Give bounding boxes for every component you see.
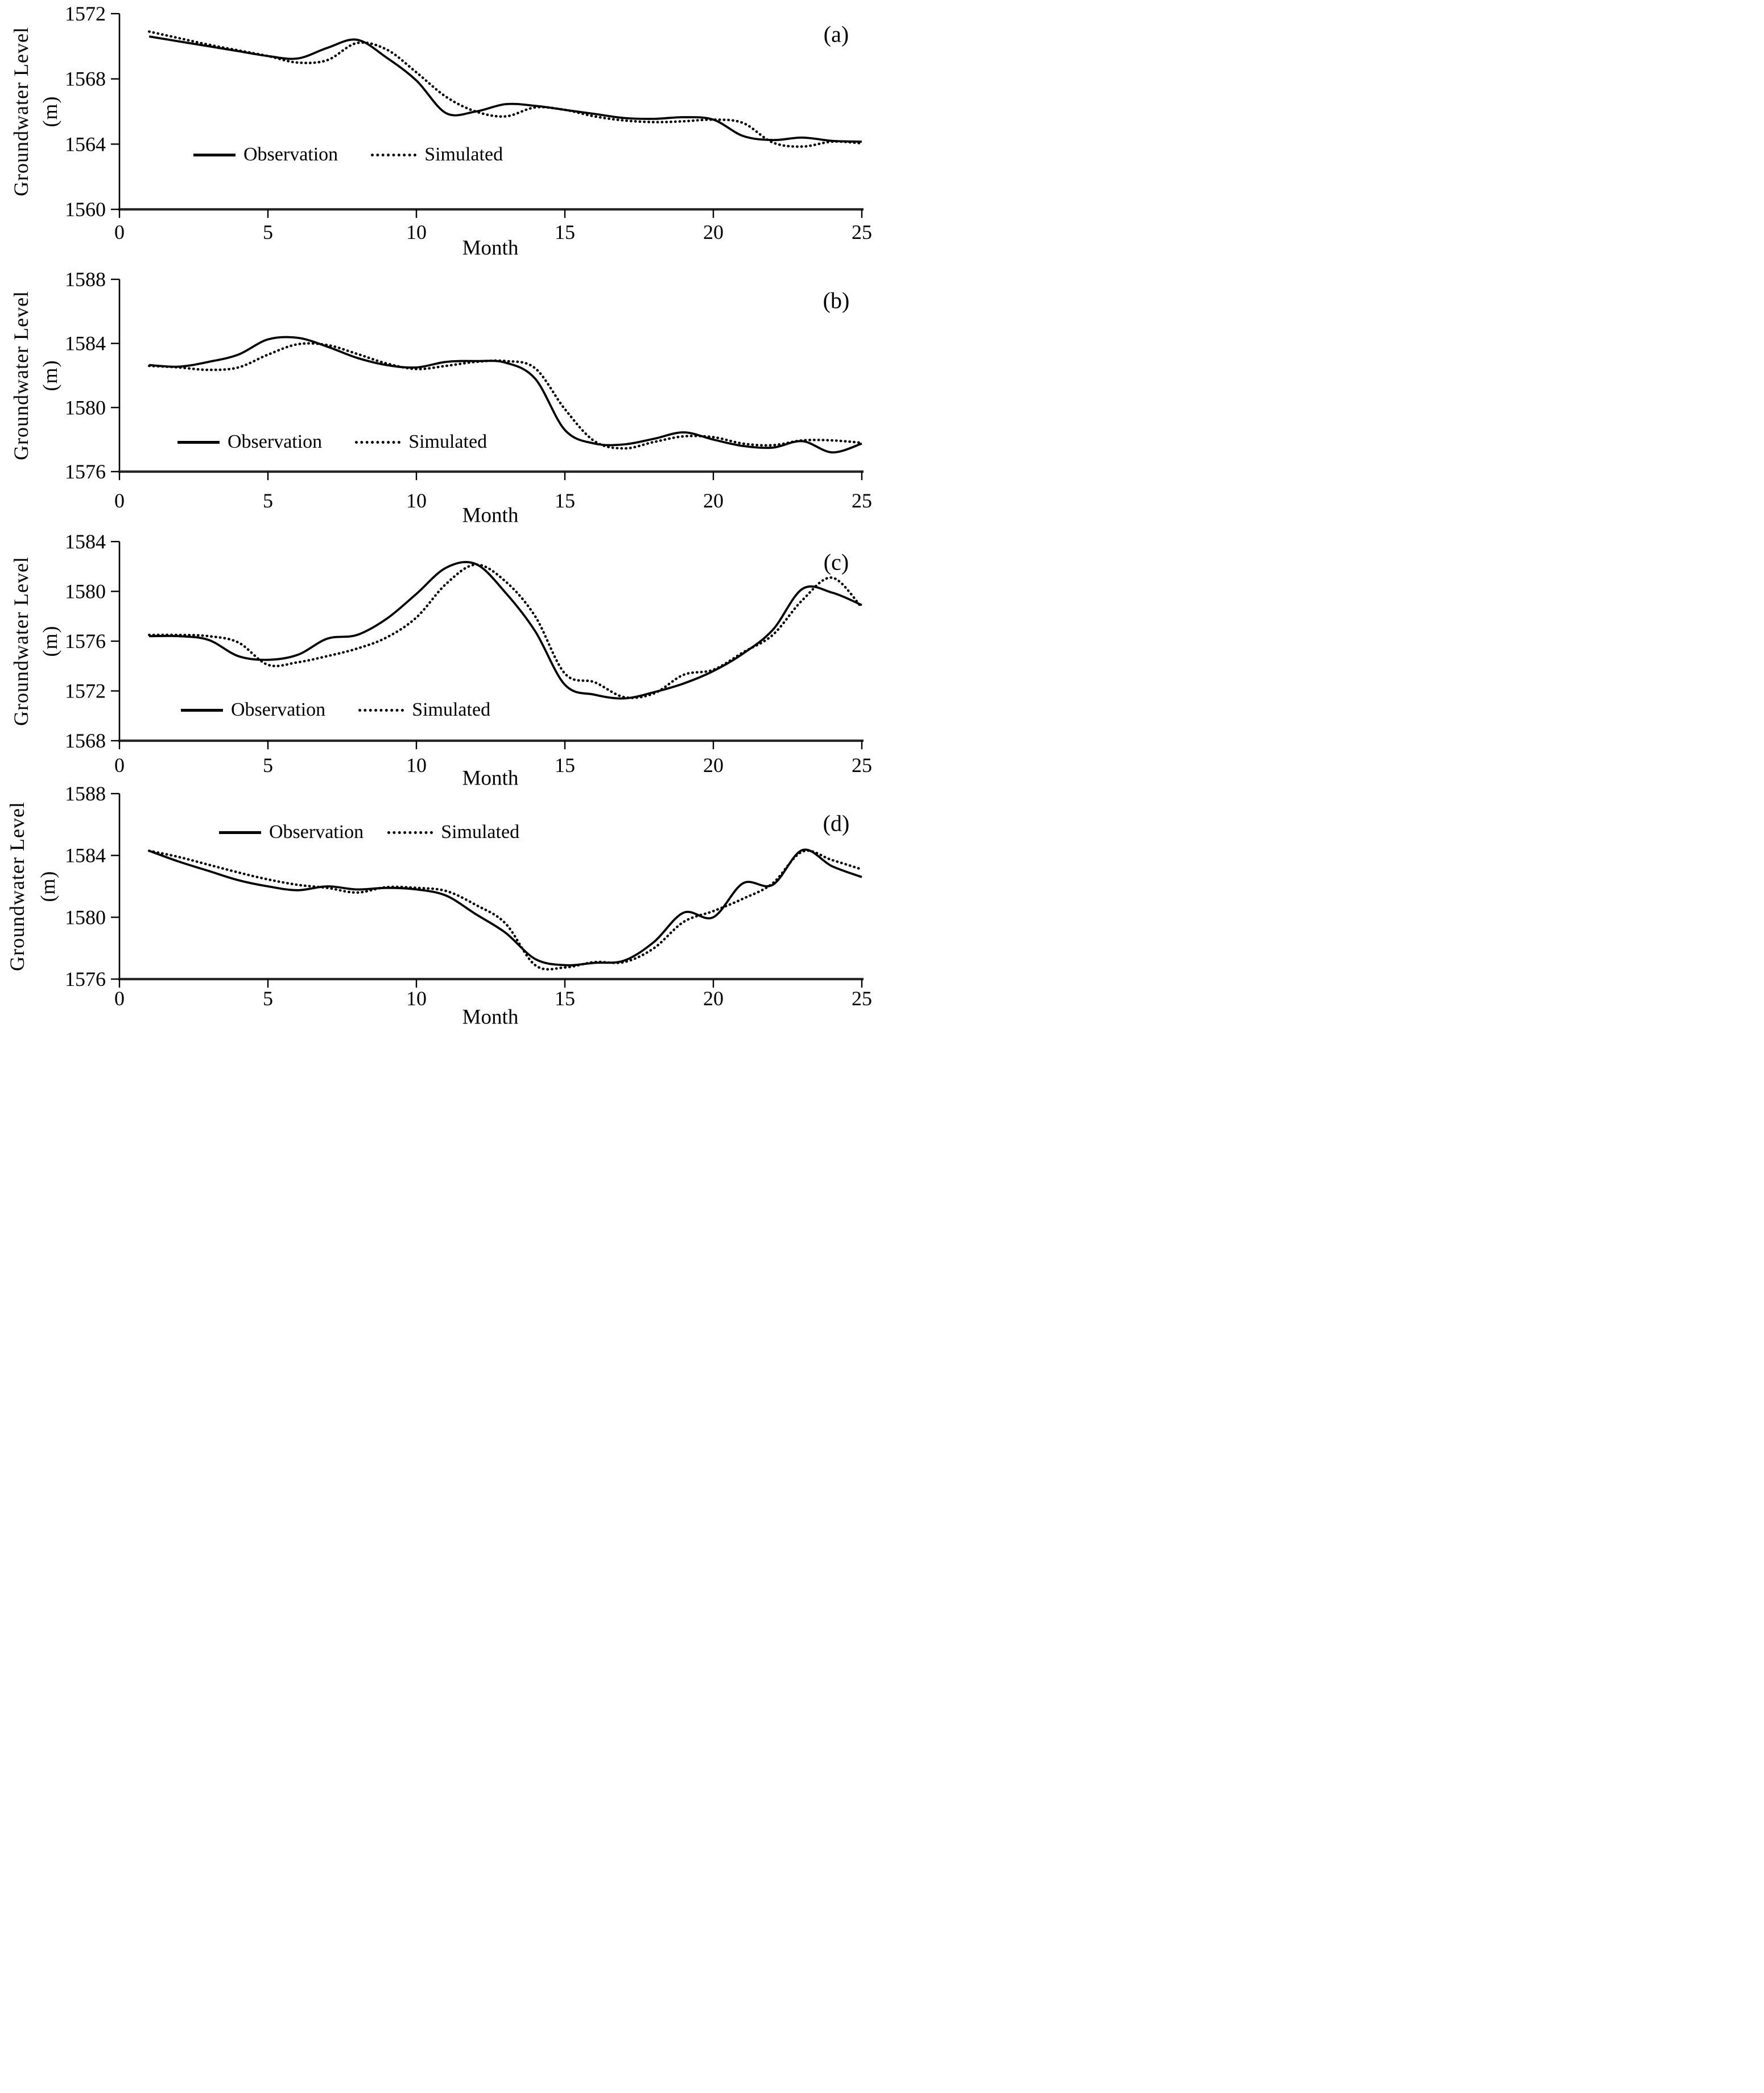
y-axis-unit-b: (m): [39, 360, 61, 391]
x-tick-label: 10: [406, 221, 427, 243]
y-tick-label: 1576: [65, 630, 106, 653]
legend-observation-label: Observation: [243, 144, 338, 165]
legend-observation-label: Observation: [269, 821, 364, 843]
x-tick-label: 5: [263, 754, 273, 777]
x-axis-title-b: Month: [462, 503, 519, 527]
x-tick-label: 15: [555, 754, 575, 777]
y-axis-title-b: Groundwater Level: [10, 291, 32, 460]
panel-letter-d: (d): [823, 810, 850, 836]
x-tick-label: 0: [114, 221, 125, 243]
y-tick-label: 1564: [65, 133, 106, 155]
y-tick-label: 1576: [65, 968, 106, 990]
y-tick-label: 1572: [65, 2, 106, 25]
x-tick-label: 25: [852, 489, 872, 512]
simulated-line-swatch: [355, 440, 401, 444]
x-tick-label: 15: [555, 489, 575, 512]
y-tick-label: 1584: [65, 332, 106, 355]
chart-panel-a: 1560 1564 1568 1572 0 5 10 15 20 25: [65, 2, 872, 243]
x-tick-label: 15: [555, 987, 575, 1010]
panel-letter-b: (b): [823, 287, 850, 313]
legend-observation-label: Observation: [231, 699, 326, 720]
y-tick-label: 1588: [65, 268, 106, 291]
observation-line-swatch: [177, 440, 220, 444]
simulated-curve: [148, 342, 864, 450]
x-tick-label: 25: [852, 987, 872, 1010]
y-tick-label: 1580: [65, 906, 106, 928]
simulated-curve: [148, 563, 864, 699]
observation-curve: [149, 561, 862, 700]
x-tick-label: 25: [852, 221, 872, 243]
observation-line-swatch: [219, 831, 261, 834]
x-tick-label: 20: [703, 987, 724, 1010]
y-tick-label: 1572: [65, 680, 106, 703]
y-tick-label: 1560: [65, 198, 106, 221]
x-tick-label: 0: [114, 754, 125, 777]
chart-panel-b: 1576 1580 1584 1588 0 5 10 15 20 25: [65, 268, 872, 512]
observation-curve: [148, 848, 862, 967]
x-tick-label: 5: [263, 221, 273, 243]
y-tick-label: 1580: [65, 580, 106, 603]
legend-b: Observation Simulated: [177, 431, 487, 453]
chart-panel-c: 1568 1572 1576 1580 1584 0 5 10 15 20 25: [65, 530, 872, 777]
panel-letter-a: (a): [823, 21, 849, 47]
simulated-curve: [148, 849, 864, 971]
simulated-curve: [148, 30, 864, 148]
x-axis-title-a: Month: [462, 236, 519, 260]
y-tick-label: 1588: [65, 782, 106, 805]
y-axis-unit-c: (m): [39, 625, 61, 657]
y-axis-unit-a: (m): [39, 96, 61, 127]
simulated-line-swatch: [387, 831, 433, 834]
x-tick-label: 25: [852, 754, 872, 777]
legend-simulated-label: Simulated: [424, 144, 503, 165]
groundwater-figure: 1560 1564 1568 1572 0 5 10 15 20 25 1576 1580 1584 1…: [0, 0, 882, 1046]
x-tick-label: 10: [406, 754, 427, 777]
x-tick-label: 5: [263, 489, 273, 512]
observation-line-swatch: [193, 153, 236, 156]
x-tick-label: 5: [263, 987, 273, 1010]
observation-curve: [148, 35, 862, 143]
x-axis-title-d: Month: [462, 1005, 519, 1029]
y-tick-label: 1576: [65, 460, 106, 483]
y-tick-label: 1584: [65, 530, 106, 553]
y-axis-title-a: Groundwater Level: [10, 27, 32, 196]
x-tick-label: 20: [703, 754, 724, 777]
chart-panel-d: 1576 1580 1584 1588 0 5 10 15 20 25: [65, 782, 872, 1010]
legend-simulated-label: Simulated: [441, 821, 520, 843]
simulated-line-swatch: [358, 708, 404, 712]
x-tick-label: 0: [114, 987, 125, 1010]
legend-simulated-label: Simulated: [408, 431, 488, 452]
x-axis-title-c: Month: [462, 766, 519, 790]
y-axis-title-c: Groundwater Level: [10, 556, 32, 726]
y-tick-label: 1568: [65, 729, 106, 752]
legend-a: Observation Simulated: [193, 144, 503, 166]
y-tick-label: 1584: [65, 844, 106, 867]
x-tick-label: 10: [406, 489, 427, 512]
observation-curve: [149, 336, 862, 454]
legend-c: Observation Simulated: [181, 699, 490, 721]
y-tick-label: 1580: [65, 396, 106, 419]
y-axis-unit-d: (m): [36, 870, 59, 902]
x-tick-label: 10: [406, 987, 427, 1010]
x-tick-label: 20: [703, 489, 724, 512]
legend-simulated-label: Simulated: [412, 699, 491, 720]
x-tick-label: 20: [703, 221, 724, 243]
legend-observation-label: Observation: [228, 431, 323, 452]
y-axis-title-d: Groundwater Level: [6, 802, 28, 971]
x-tick-label: 15: [555, 221, 575, 243]
observation-line-swatch: [181, 708, 223, 712]
y-tick-label: 1568: [65, 68, 106, 90]
x-tick-label: 0: [114, 489, 125, 512]
legend-d: Observation Simulated: [219, 821, 519, 843]
panel-letter-c: (c): [823, 549, 849, 575]
simulated-line-swatch: [371, 153, 417, 156]
